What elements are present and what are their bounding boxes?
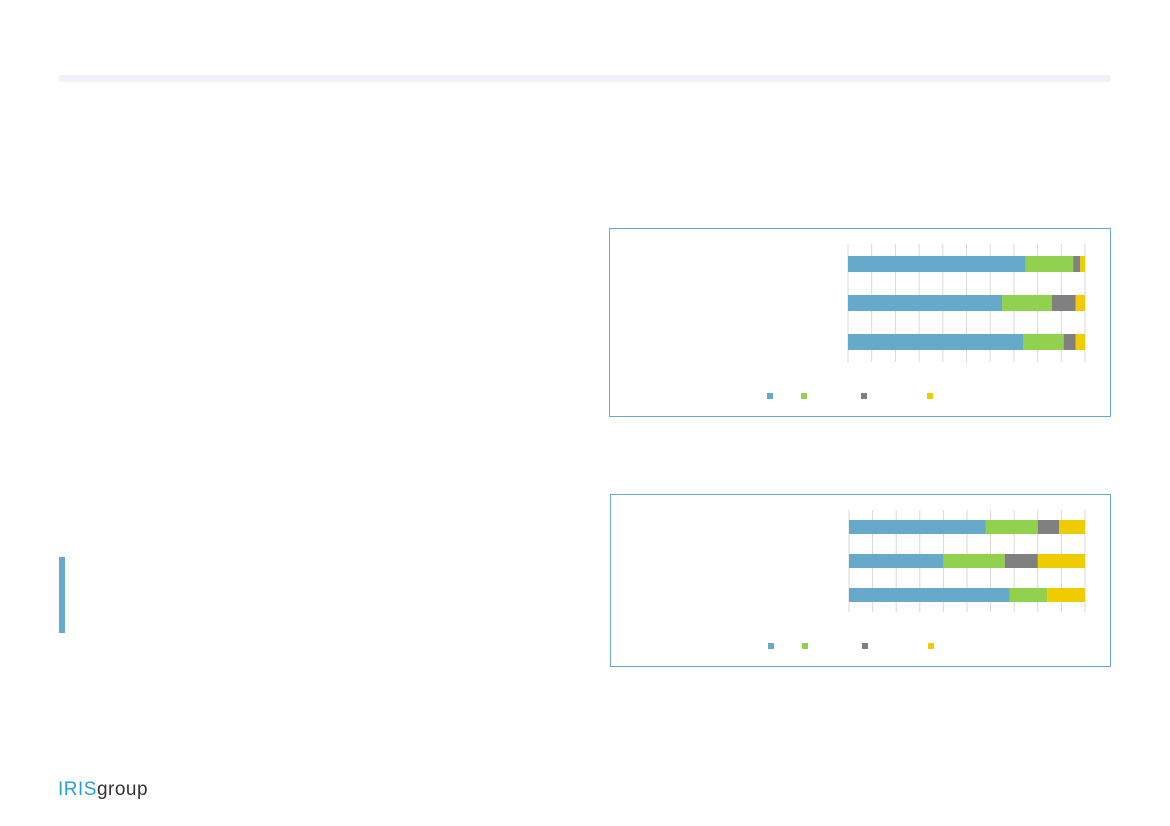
chart-panel-1 (609, 228, 1111, 417)
bar-segment-3 (1037, 520, 1060, 534)
bar-segment-4 (1059, 520, 1085, 534)
legend-swatch-4 (927, 393, 933, 399)
bar-segment-1 (848, 295, 1003, 311)
chart-panel-2 (610, 494, 1111, 667)
legend-swatch-3 (862, 643, 868, 649)
bar-segment-1 (848, 256, 1026, 272)
legend-swatch-4 (928, 643, 934, 649)
bar-segment-3 (1073, 256, 1081, 272)
header-bar (59, 75, 1110, 82)
bar-segment-1 (849, 554, 944, 568)
bar-segment-4 (1080, 256, 1085, 272)
bar-segment-3 (1051, 295, 1076, 311)
bar-segment-1 (849, 520, 986, 534)
legend-swatch-3 (861, 393, 867, 399)
bar-segment-3 (1004, 554, 1038, 568)
bar-segment-2 (1023, 334, 1064, 350)
bar-segment-2 (943, 554, 1005, 568)
legend-swatch-1 (768, 643, 774, 649)
legend-swatch-2 (802, 643, 808, 649)
bar-segment-4 (1037, 554, 1085, 568)
logo-part-group: group (96, 779, 149, 800)
bar-segment-2 (1009, 588, 1048, 602)
bar-segment-1 (848, 334, 1024, 350)
bar-segment-3 (1063, 334, 1076, 350)
stacked-bar-chart-2 (768, 510, 1086, 649)
accent-bar (59, 557, 65, 633)
bar-segment-4 (1047, 588, 1085, 602)
legend-swatch-1 (767, 393, 773, 399)
irisgroup-logo: IRISgroup (58, 779, 148, 801)
bar-segment-1 (849, 588, 1010, 602)
legend-swatch-2 (801, 393, 807, 399)
logo-part-iris: IRIS (58, 779, 97, 800)
bar-segment-4 (1075, 334, 1085, 350)
bar-segment-4 (1075, 295, 1085, 311)
stacked-bar-chart-1 (767, 244, 1086, 399)
bar-segment-2 (1025, 256, 1074, 272)
bar-segment-2 (985, 520, 1038, 534)
bar-segment-2 (1002, 295, 1052, 311)
